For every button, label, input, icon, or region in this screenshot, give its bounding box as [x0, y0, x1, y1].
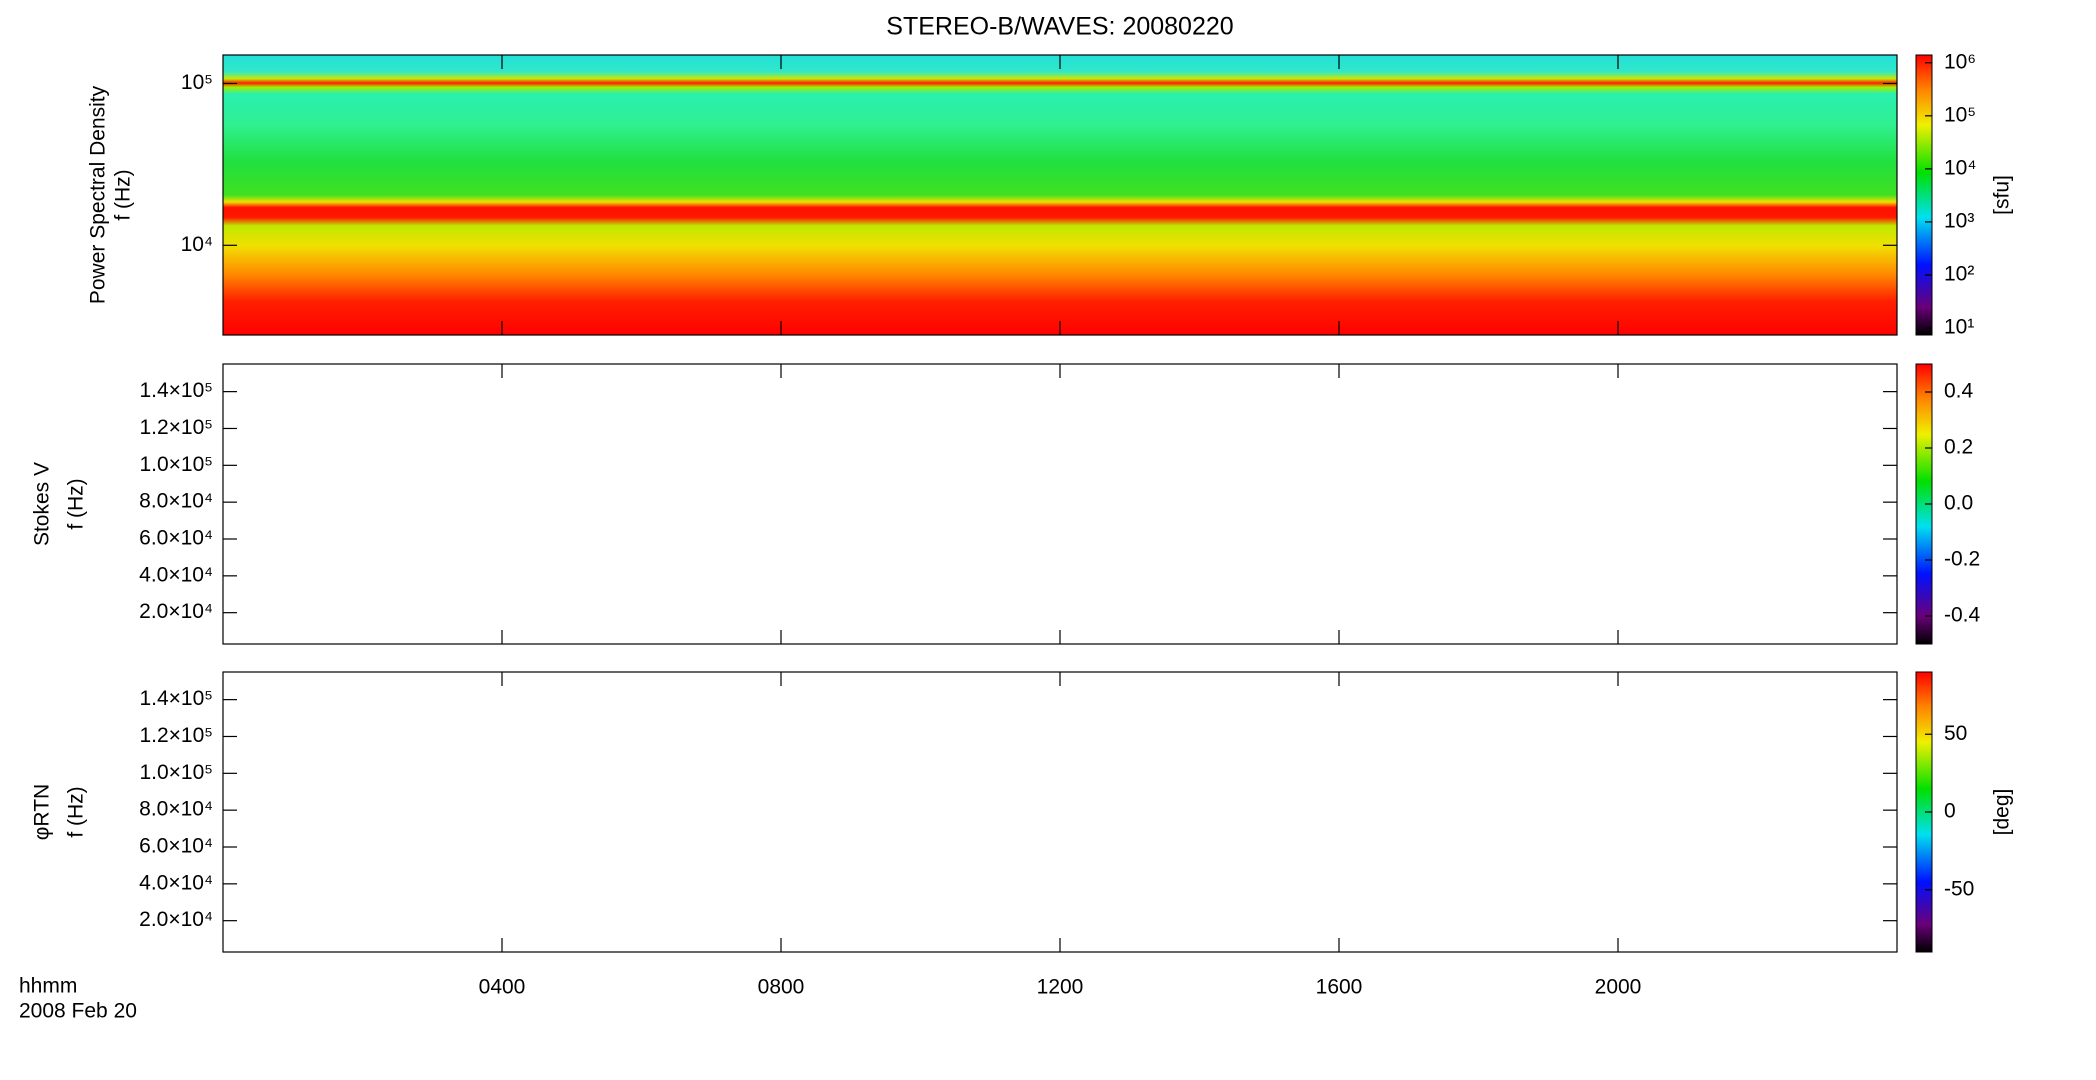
colorbar-label: [sfu] [1991, 175, 2014, 215]
colorbar-label: [deg] [1991, 789, 2014, 836]
colorbar-tick-label: 10¹ [1944, 316, 1974, 339]
colorbar [1915, 54, 1933, 336]
colorbar-tick-label: 10⁶ [1944, 50, 1976, 73]
y-axis-label: Stokes V [31, 462, 54, 546]
y-tick-label: 8.0×10⁴ [139, 490, 213, 513]
y-axis-label: Power Spectral Density [87, 85, 110, 304]
colorbar-tick-label: 10⁵ [1944, 103, 1976, 126]
y-tick-label: 8.0×10⁴ [139, 798, 213, 821]
y-tick-label: 4.0×10⁴ [139, 871, 213, 894]
y-tick-label: 1.0×10⁵ [139, 761, 213, 784]
colorbar-tick-label: 0.2 [1944, 436, 1973, 459]
y-axis-label: φRTN [31, 784, 54, 840]
colorbar-tick-label: 0.0 [1944, 492, 1973, 515]
plot-frame [222, 363, 1898, 645]
y-tick-label: 1.4×10⁵ [139, 687, 213, 710]
y-axis-label: f (Hz) [65, 786, 88, 837]
plot-frame [222, 671, 1898, 953]
y-tick-label: 1.4×10⁵ [139, 379, 213, 402]
x-tick-label: 0400 [479, 976, 526, 999]
y-axis-label: f (Hz) [112, 169, 135, 220]
y-tick-label: 1.2×10⁵ [139, 724, 213, 747]
y-tick-label: 2.0×10⁴ [139, 908, 213, 931]
y-tick-label: 10⁴ [181, 233, 213, 256]
y-tick-label: 1.2×10⁵ [139, 416, 213, 439]
x-tick-label: 0800 [758, 976, 805, 999]
colorbar-tick-label: 0 [1944, 800, 1956, 823]
colorbar-tick-label: 10⁴ [1944, 156, 1976, 179]
y-tick-label: 6.0×10⁴ [139, 835, 213, 858]
y-tick-label: 1.0×10⁵ [139, 453, 213, 476]
colorbar-tick-label: 10³ [1944, 209, 1974, 232]
colorbar-tick-label: -50 [1944, 877, 1974, 900]
spectrogram-image [223, 55, 1897, 335]
y-tick-label: 10⁵ [181, 71, 213, 94]
colorbar-tick-label: 50 [1944, 722, 1967, 745]
y-tick-label: 6.0×10⁴ [139, 527, 213, 550]
y-tick-label: 2.0×10⁴ [139, 600, 213, 623]
colorbar-tick-label: 10² [1944, 263, 1974, 286]
colorbar-tick-label: -0.2 [1944, 548, 1980, 571]
chart-title: STEREO-B/WAVES: 20080220 [886, 13, 1233, 41]
x-tick-label: 2000 [1595, 976, 1642, 999]
y-axis-label: f (Hz) [65, 478, 88, 529]
colorbar-tick-label: -0.4 [1944, 604, 1981, 627]
date-label: 2008 Feb 20 [19, 1000, 137, 1023]
x-tick-label: 1200 [1037, 976, 1084, 999]
x-axis-label: hhmm [19, 975, 77, 998]
x-tick-label: 1600 [1316, 976, 1363, 999]
colorbar-tick-label: 0.4 [1944, 380, 1974, 403]
y-tick-label: 4.0×10⁴ [139, 563, 213, 586]
